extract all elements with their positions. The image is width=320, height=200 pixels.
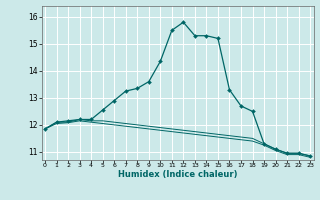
X-axis label: Humidex (Indice chaleur): Humidex (Indice chaleur) — [118, 170, 237, 179]
